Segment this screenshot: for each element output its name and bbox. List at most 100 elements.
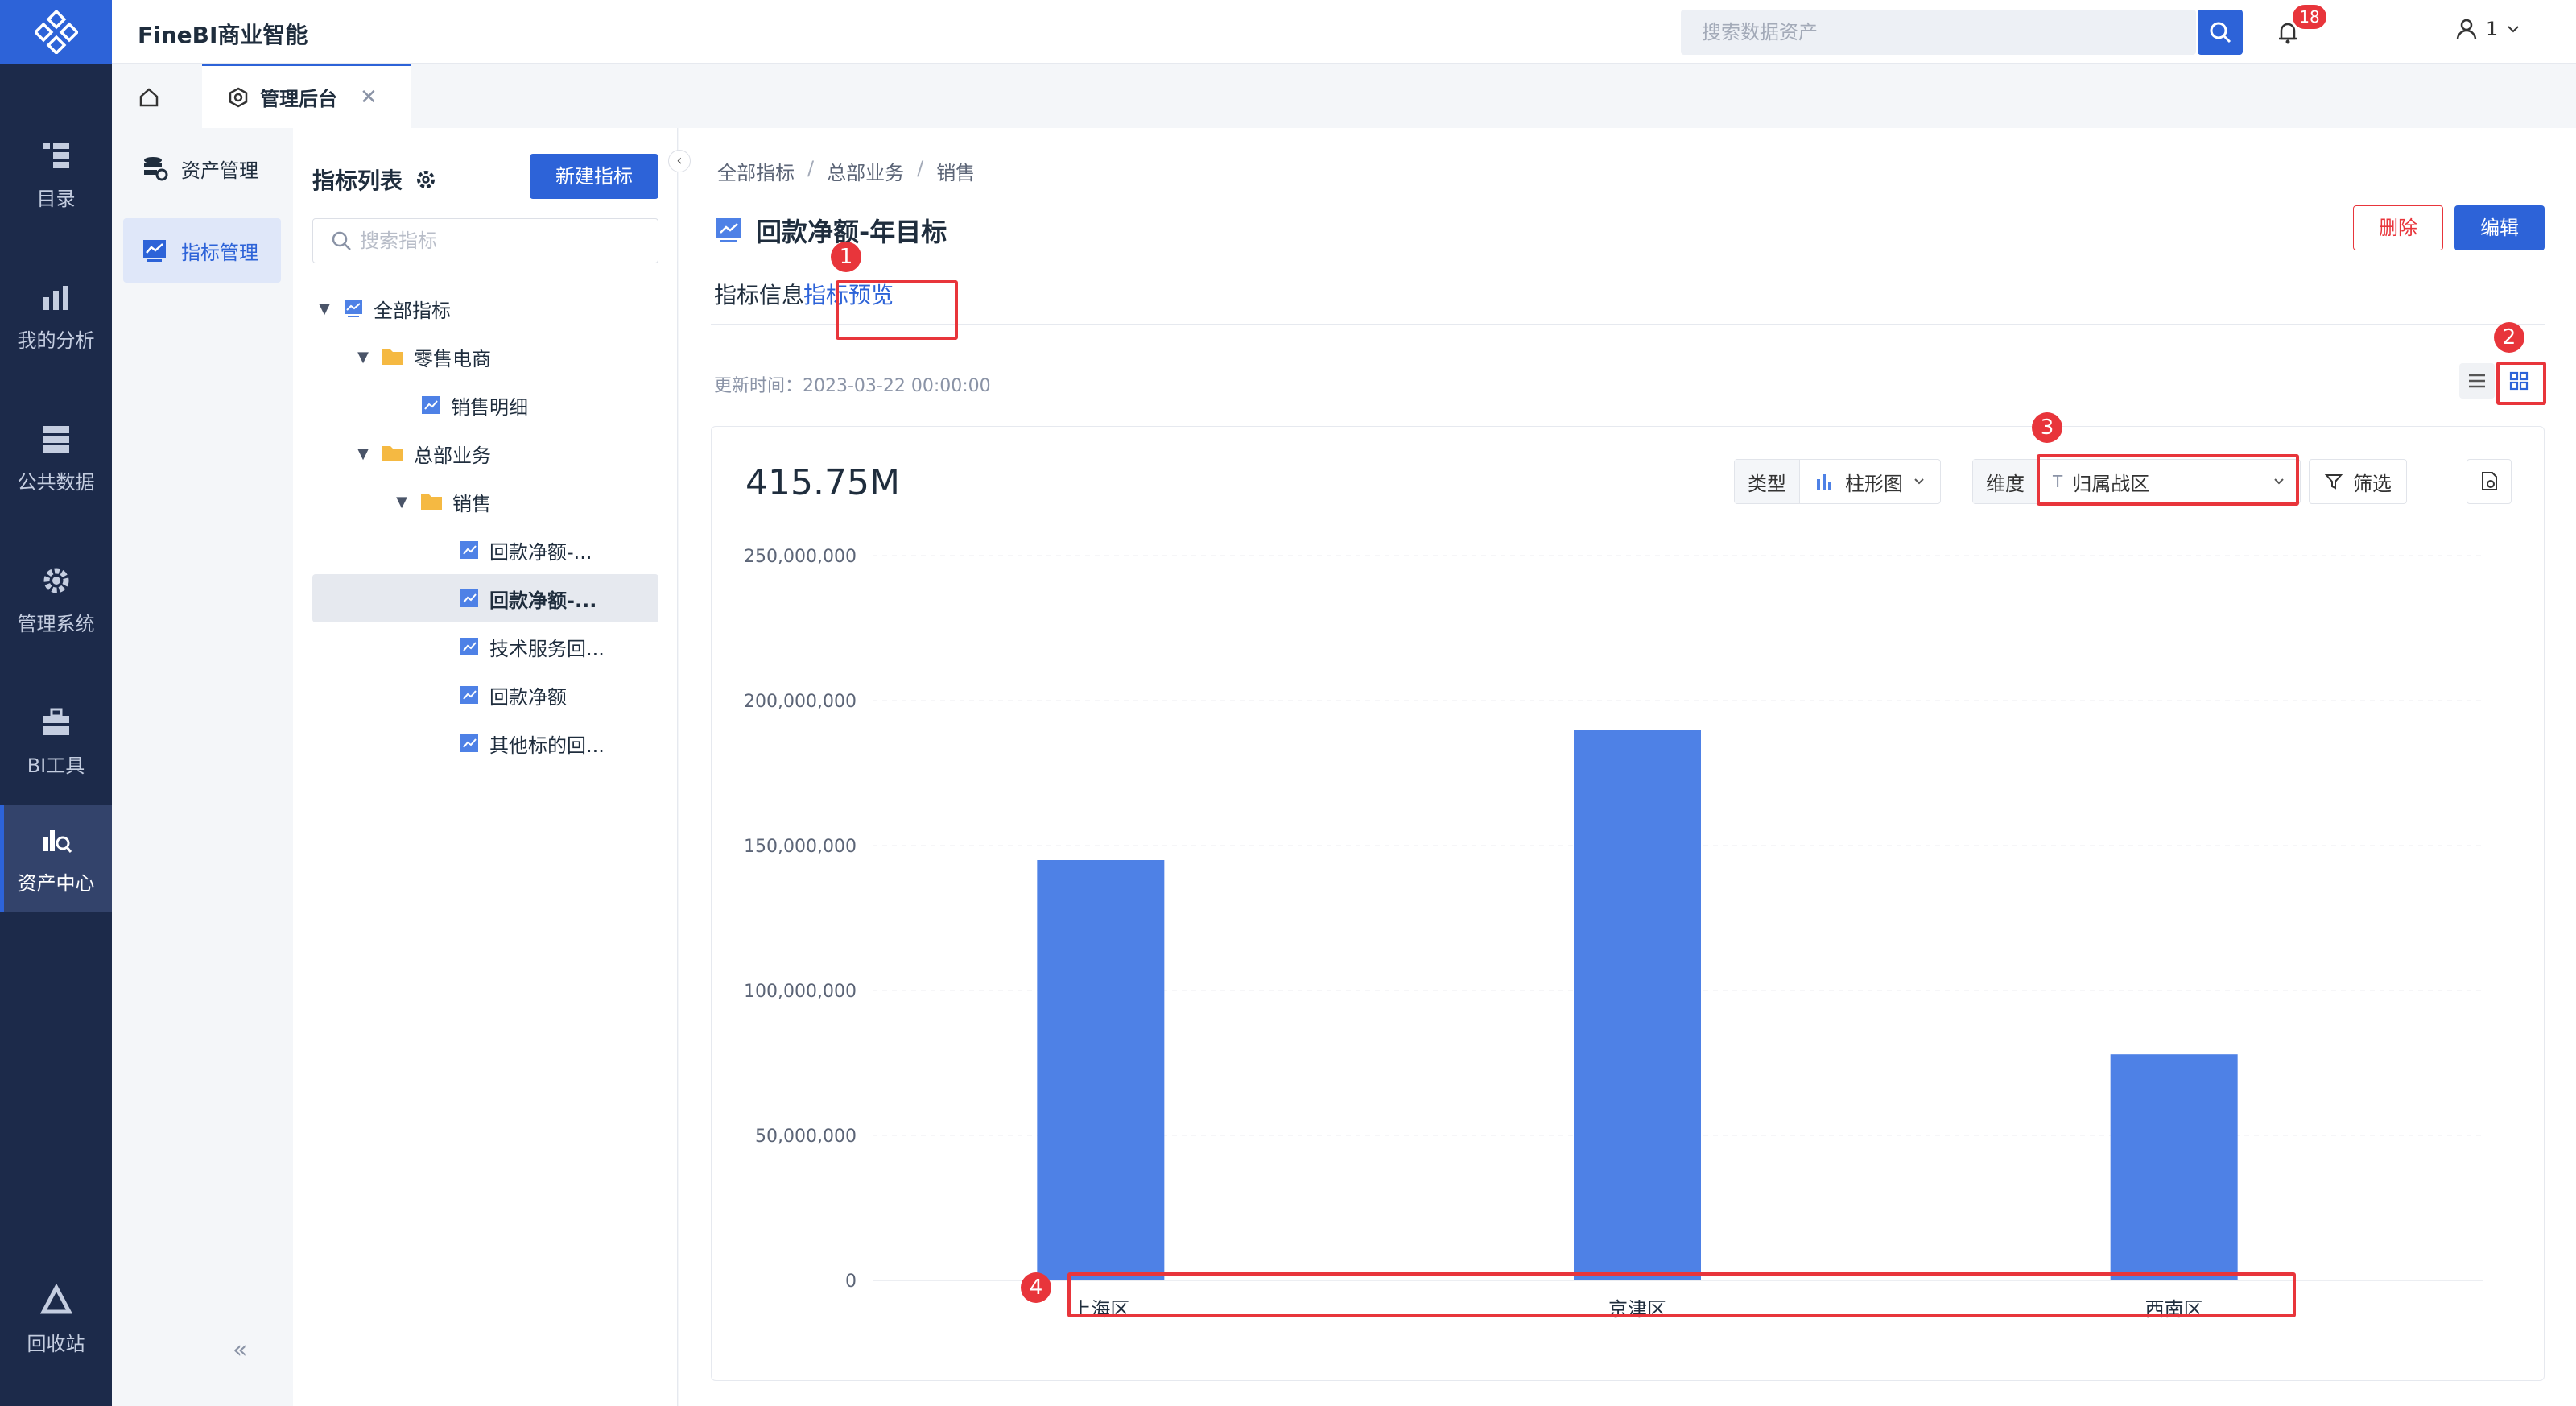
tree-node-metric[interactable]: 回款净额 (459, 671, 567, 719)
asset-search[interactable] (1681, 10, 2196, 55)
tab-admin-label: 管理后台 (260, 88, 337, 110)
metric-icon (460, 686, 478, 704)
metric-search[interactable] (312, 218, 658, 263)
x-tick-label: 京津区 (1608, 1298, 1666, 1321)
tree-node-hq[interactable]: ▼ 总部业务 (354, 429, 491, 478)
metric-search-input[interactable] (360, 230, 650, 252)
tree-node-retail[interactable]: ▼ 零售电商 (354, 333, 491, 381)
nav-label: 目录 (36, 187, 76, 210)
nav-asset-center[interactable]: 资产中心 (0, 805, 112, 912)
tree-title-label: 指标列表 (312, 167, 403, 194)
close-icon[interactable]: ✕ (360, 85, 378, 110)
nav-label: 公共数据 (17, 470, 95, 494)
caret-down-icon[interactable]: ▼ (357, 348, 369, 366)
metric-icon (422, 396, 440, 414)
metric-icon (716, 218, 741, 242)
metric-icon (143, 240, 166, 262)
settings-icon (229, 87, 248, 107)
tree-node-sales[interactable]: ▼ 销售 (393, 478, 491, 526)
asset-center-icon (39, 822, 74, 858)
x-tick-label: 西南区 (2145, 1298, 2203, 1321)
chart-type-select[interactable]: 类型 柱形图 (1734, 459, 1941, 504)
tab-metric-preview[interactable]: 指标预览 (803, 282, 894, 308)
tree-node-label: 其他标的回... (489, 734, 605, 757)
notification-button[interactable] (2272, 16, 2304, 48)
tree-node-sales-detail[interactable]: 销售明细 (420, 381, 528, 429)
bar[interactable] (2110, 1054, 2238, 1280)
collapse-panel-icon[interactable]: ‹ (668, 150, 691, 172)
nav-admin-system[interactable]: 管理系统 (0, 546, 112, 652)
metric-icon (460, 734, 478, 752)
tree-node-metric[interactable]: 回款净额-... (459, 526, 592, 574)
home-icon (139, 88, 159, 107)
fine-logo[interactable] (0, 0, 112, 64)
tree-node-label: 销售明细 (451, 395, 528, 419)
edit-button[interactable]: 编辑 (2454, 205, 2545, 250)
tree-title: 指标列表 (312, 163, 438, 196)
chart-type-label: 类型 (1735, 460, 1800, 503)
tab-bar: 管理后台 ✕ (112, 64, 2576, 128)
home-tab[interactable] (133, 81, 165, 114)
filter-button[interactable]: 筛选 (2309, 459, 2407, 504)
left-nav: 目录 我的分析 公共数据 管理系统 BI工具 资产中心 回收站 (0, 0, 112, 1406)
nav-catalog[interactable]: 目录 (0, 121, 112, 227)
collapse-sidebar-icon[interactable]: « (233, 1336, 248, 1364)
dimension-select[interactable]: 维度 T 归属战区 (1972, 459, 2301, 504)
folder-icon (382, 349, 403, 365)
tab-admin[interactable]: 管理后台 ✕ (202, 64, 411, 128)
tree-node-label: 零售电商 (414, 347, 491, 370)
tree-node-all[interactable]: ▼ 全部指标 (316, 284, 451, 333)
dimension-value: 归属战区 (2072, 472, 2150, 495)
grid-icon (2509, 371, 2529, 391)
list-view-button[interactable] (2459, 363, 2495, 399)
nav-public-data[interactable]: 公共数据 (0, 404, 112, 511)
breadcrumb-item[interactable]: 总部业务 (827, 162, 905, 184)
metric-tabs: 指标信息 指标预览 (711, 273, 2545, 325)
caret-down-icon[interactable]: ▼ (396, 493, 407, 511)
bar-chart: 0 50,000,000 100,000,000 150,000,000 200,000… (744, 547, 2483, 1321)
caret-down-icon[interactable]: ▼ (357, 445, 369, 462)
nav-my-analysis[interactable]: 我的分析 (0, 263, 112, 369)
subnav-label: 资产管理 (181, 159, 258, 182)
tree-node-metric-selected[interactable]: 回款净额-... (312, 574, 658, 622)
chevron-down-icon (2274, 478, 2284, 485)
app-title: FineBI商业智能 (138, 22, 308, 48)
subnav-metric-management[interactable]: 指标管理 (123, 218, 281, 283)
annotation-marker-4: 4 (1021, 1272, 1051, 1303)
nav-label: 我的分析 (17, 329, 95, 352)
search-button[interactable] (2198, 10, 2243, 55)
bar[interactable] (1574, 730, 1701, 1280)
user-name: 1 (2486, 18, 2499, 40)
database-icon (144, 157, 168, 181)
analysis-icon (39, 279, 74, 315)
list-icon (2469, 374, 2485, 388)
gear-icon[interactable] (414, 167, 438, 192)
catalog-icon (39, 138, 74, 173)
search-input[interactable] (1681, 10, 2196, 55)
y-tick-label: 250,000,000 (744, 547, 857, 567)
bar-chart-icon (1817, 474, 1831, 490)
search-icon (2210, 22, 2231, 43)
new-metric-button[interactable]: 新建指标 (530, 154, 658, 199)
user-menu[interactable]: 1 (2455, 18, 2520, 40)
nav-bi-tools[interactable]: BI工具 (0, 688, 112, 794)
grid-view-button[interactable] (2501, 363, 2537, 399)
tree-node-metric[interactable]: 其他标的回... (459, 719, 605, 767)
public-data-icon (39, 421, 74, 457)
y-tick-label: 50,000,000 (755, 1127, 857, 1147)
metric-icon (460, 638, 478, 655)
subnav-asset-management[interactable]: 资产管理 (123, 136, 281, 201)
breadcrumb-item[interactable]: 销售 (936, 162, 976, 184)
bar[interactable] (1037, 860, 1165, 1280)
tab-metric-info[interactable]: 指标信息 (714, 282, 805, 308)
filter-wrap: 筛选 (2310, 460, 2406, 503)
breadcrumb-item[interactable]: 全部指标 (717, 162, 795, 184)
folder-icon (382, 446, 403, 461)
nav-recycle-bin[interactable]: 回收站 (0, 1266, 112, 1372)
notification-badge: 18 (2293, 5, 2326, 29)
delete-button[interactable]: 删除 (2353, 205, 2443, 250)
export-button[interactable] (2467, 459, 2512, 504)
caret-down-icon[interactable]: ▼ (319, 300, 330, 317)
filter-label: 筛选 (2353, 472, 2392, 495)
tree-node-metric[interactable]: 技术服务回... (459, 622, 605, 671)
